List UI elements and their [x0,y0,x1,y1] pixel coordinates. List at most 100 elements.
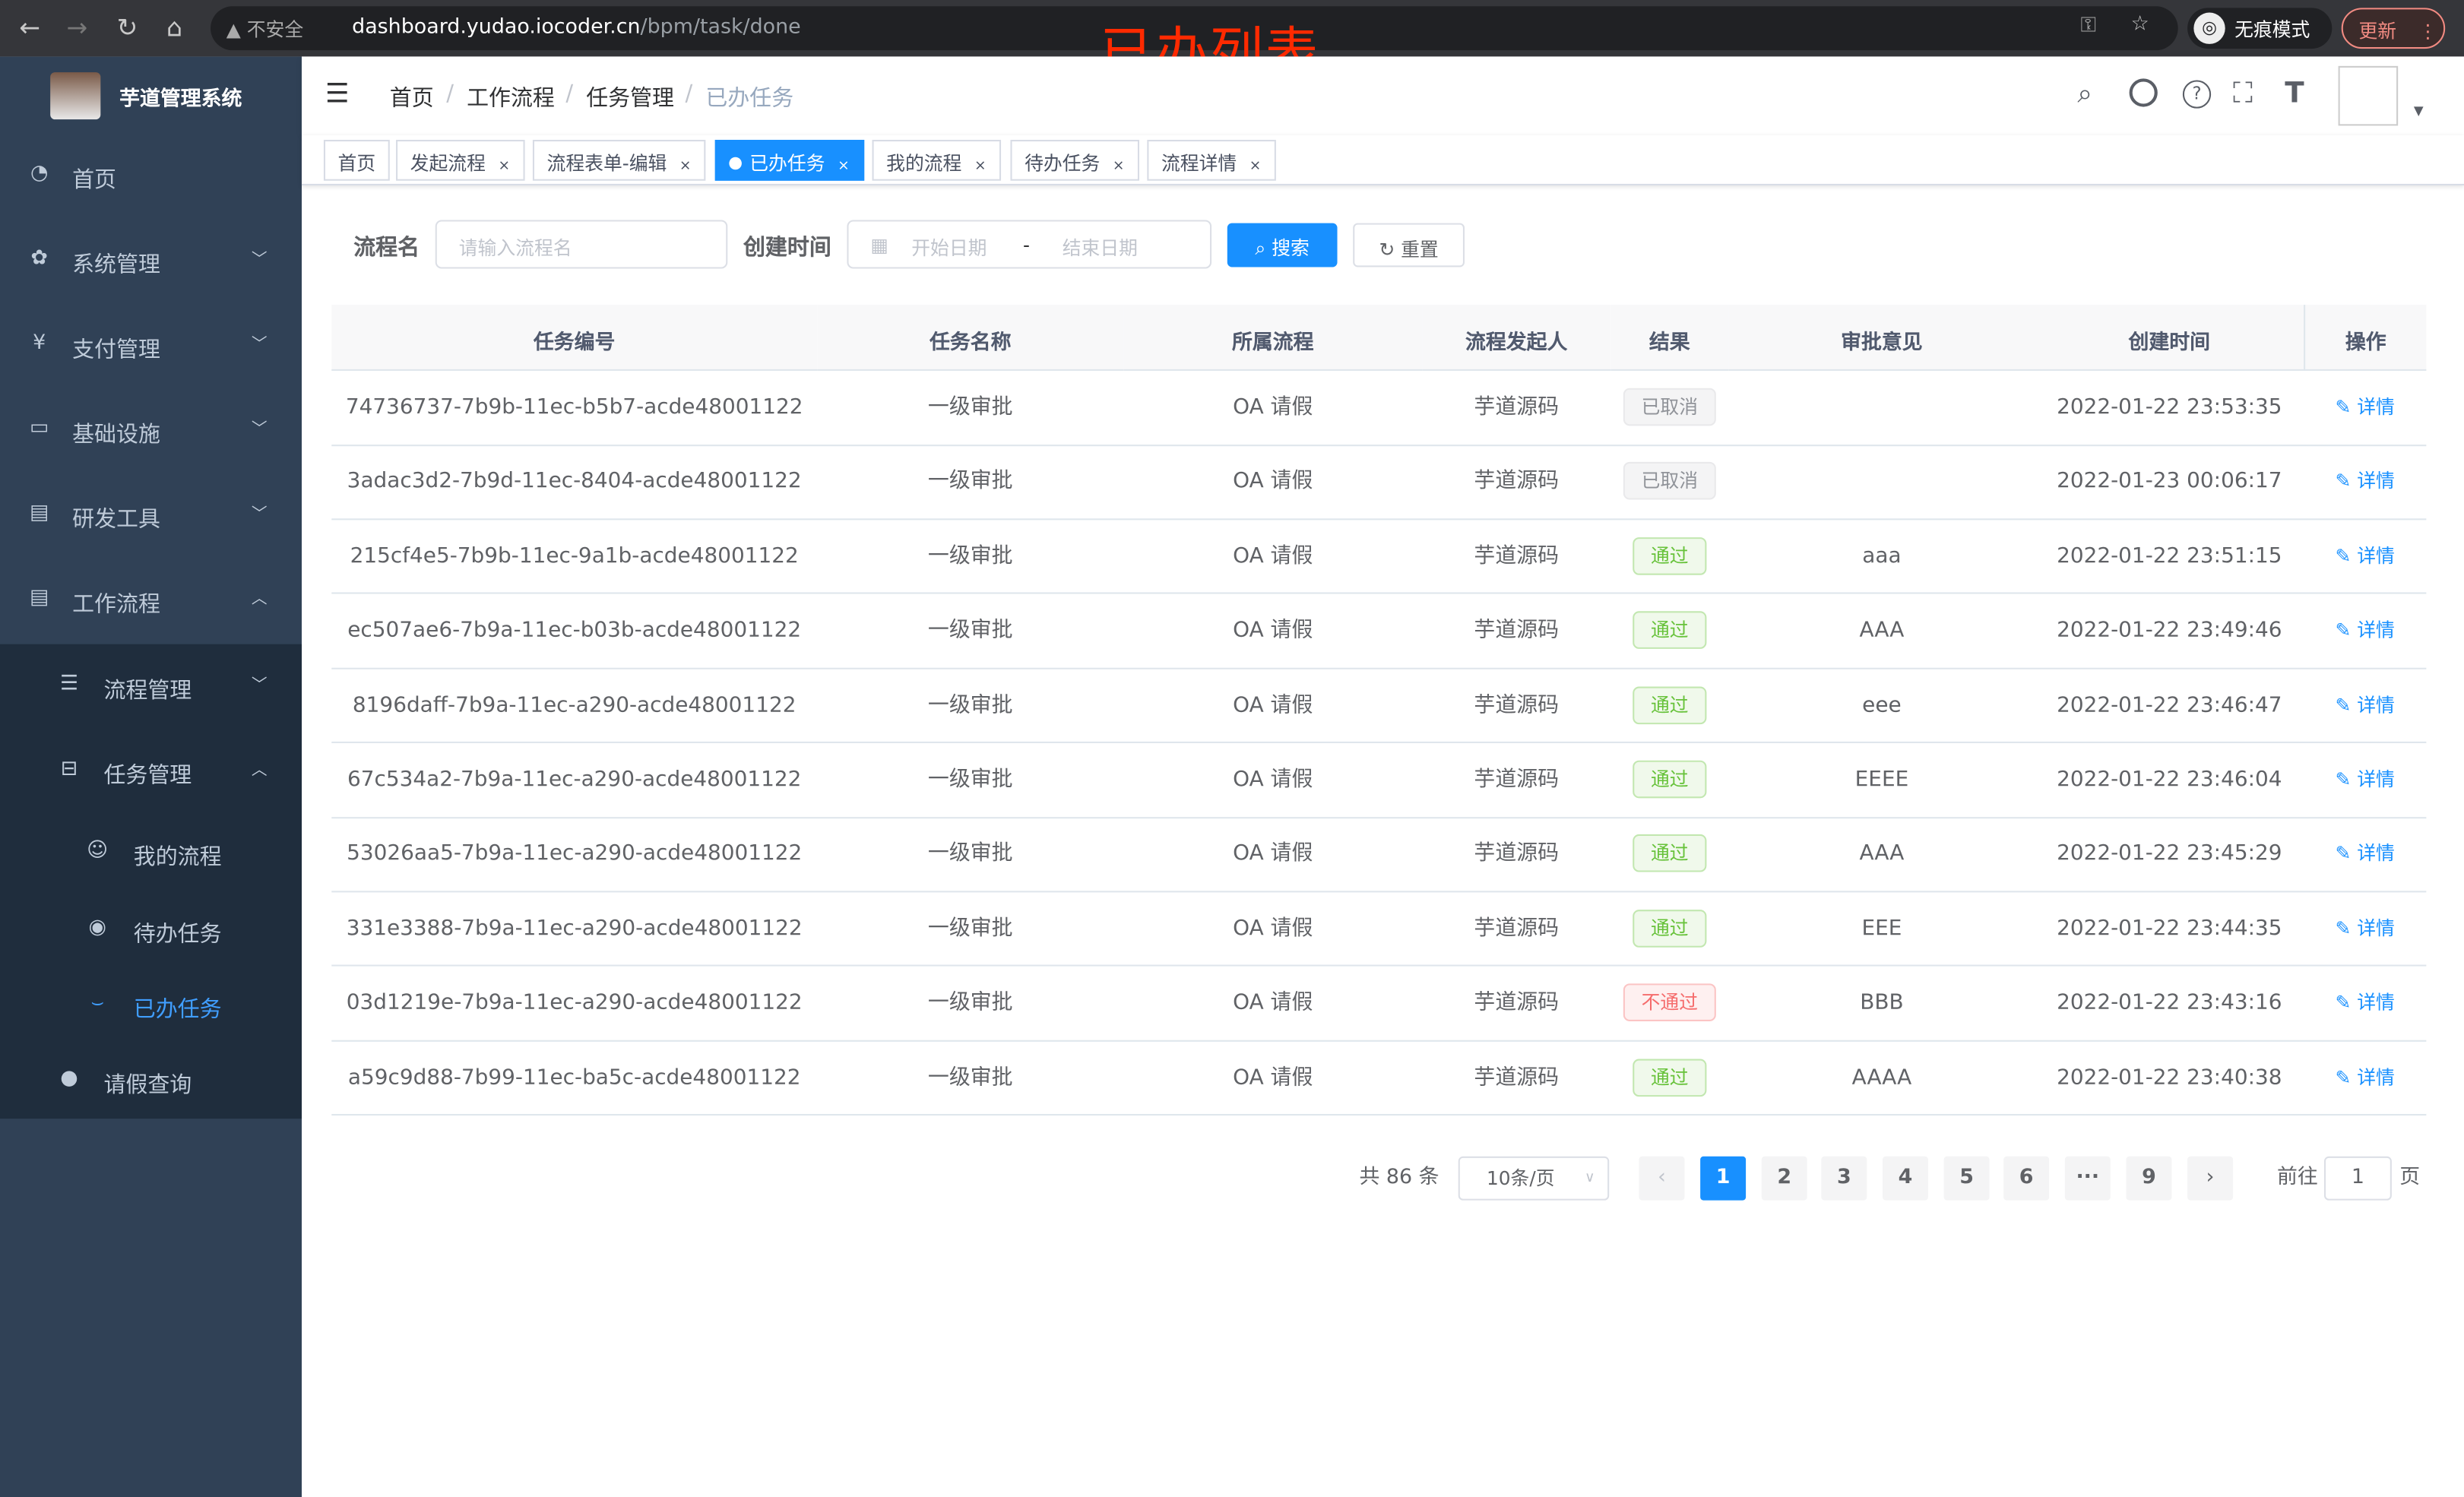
key-icon[interactable]: ⚿ [2080,14,2096,38]
hamburger-icon[interactable]: ☰ [325,78,350,110]
page-button[interactable]: 4 [1882,1156,1928,1201]
detail-link[interactable]: ✎ 详情 [2304,743,2426,817]
reload-icon[interactable]: ↻ [116,12,138,43]
comment: AAA [1859,840,1905,867]
end-date-input[interactable]: 结束日期 [1062,237,1138,260]
detail-link[interactable]: ✎ 详情 [2304,594,2426,668]
task-menu-item-label: 我的流程 [133,845,222,871]
submenu-item-0[interactable]: ☰ 流程管理 ﹀ [0,646,302,731]
task-name: 一级审批 [927,543,1013,569]
comment: AAAA [1851,1064,1912,1090]
goto-page-input[interactable]: 1 [2323,1156,2392,1201]
sidebar-item-5[interactable]: ▤ 工作流程 ︿ [0,559,302,644]
close-icon[interactable]: × [974,158,987,175]
sidebar-item-1[interactable]: ✿ 系统管理 ﹀ [0,220,302,305]
status-badge: 通过 [1633,685,1706,724]
comment: EEE [1861,915,1902,942]
next-page-button[interactable]: › [2187,1156,2234,1201]
caret-down-icon[interactable]: ▼ [2413,103,2424,119]
detail-link[interactable]: ✎ 详情 [2304,371,2426,445]
page-button[interactable]: 5 [1943,1156,1990,1201]
detail-link[interactable]: ✎ 详情 [2304,520,2426,593]
task-menu-item-0[interactable]: ☺ 我的流程 [0,811,302,886]
dashboard-icon: ◔ [30,161,49,185]
result: 通过 [1610,669,1728,742]
incognito-icon: ◎ [2193,12,2225,44]
start-date-input[interactable]: 开始日期 [911,237,987,260]
search-icon[interactable]: ⌕ [2077,78,2093,110]
close-icon[interactable]: × [1112,158,1125,175]
column-header: 流程发起人 [1422,305,1611,371]
page-button[interactable]: 6 [2003,1156,2050,1201]
breadcrumb-item: 工作流程 [467,86,555,112]
create-time: 2022-01-22 23:46:47 [2057,692,2282,718]
process-name: OA 请假 [1233,1064,1313,1090]
sidebar-item-leave[interactable]: ● 请假查询 [0,1040,302,1125]
create-time: 2022-01-22 23:43:16 [2057,989,2282,1016]
task-menu-item-1[interactable]: ◉ 待办任务 [0,888,302,963]
page-button[interactable]: 1 [1700,1156,1747,1201]
close-icon[interactable]: × [838,158,850,175]
back-icon[interactable]: ← [19,12,41,43]
detail-link[interactable]: ✎ 详情 [2304,1041,2426,1115]
avatar[interactable] [2338,65,2399,126]
sidebar-item-4[interactable]: ▤ 研发工具 ﹀ [0,474,302,559]
process-name-input[interactable]: 请输入流程名 [435,220,728,269]
reset-button[interactable]: ↻ 重置 [1353,223,1465,267]
status-badge: 通过 [1633,611,1706,650]
page-button[interactable]: 3 [1821,1156,1867,1201]
more-icon[interactable]: ⋮ [2418,20,2437,43]
page-button[interactable]: 9 [2126,1156,2172,1201]
table-row: 331e3388-7b9a-11ec-a290-acde48001122 一级审批… [331,892,2427,967]
table-row: ec507ae6-7b9a-11ec-b03b-acde48001122 一级审批… [331,594,2427,669]
update-button[interactable]: 更新 ⋮ [2341,8,2446,49]
sidebar-item-3[interactable]: ▭ 基础设施 ﹀ [0,390,302,475]
more-pages-button[interactable]: ··· [2064,1156,2111,1201]
close-icon[interactable]: × [679,158,692,175]
update-label: 更新 [2358,20,2397,43]
star-icon[interactable]: ☆ [2130,12,2149,36]
incognito-badge[interactable]: ◎ 无痕模式 [2187,8,2333,49]
detail-link[interactable]: ✎ 详情 [2304,445,2426,519]
page-button[interactable]: 2 [1761,1156,1807,1201]
task-menu-item-2[interactable]: ⌣ 已办任务 [0,963,302,1038]
tag-3[interactable]: 已办任务 × [714,140,864,181]
forward-icon[interactable]: → [66,12,88,43]
detail-link[interactable]: ✎ 详情 [2304,818,2426,891]
date-range-picker[interactable]: ▦ 开始日期 - 结束日期 [847,220,1212,269]
tag-1[interactable]: 发起流程 × [396,140,524,181]
help-icon[interactable]: ? [2182,80,2212,109]
comment: eee [1862,692,1902,718]
fullscreen-icon[interactable]: ⛶ [2233,77,2253,110]
github-icon[interactable] [2129,78,2158,107]
tag-6[interactable]: 流程详情 × [1147,140,1275,181]
tag-5[interactable]: 待办任务 × [1010,140,1139,181]
address-bar[interactable]: ▲ 不安全 dashboard.yudao.iocoder.cn/bpm/tas… [211,6,2178,51]
initiator: 芋道源码 [1474,766,1560,793]
detail-link[interactable]: ✎ 详情 [2304,892,2426,966]
tag-4[interactable]: 我的流程 × [872,140,1001,181]
tag-2[interactable]: 流程表单-编辑 × [532,140,706,181]
prev-page-button[interactable]: ‹ [1639,1156,1685,1201]
table-row: 74736737-7b9b-11ec-b5b7-acde48001122 一级审批… [331,371,2427,446]
toolbox-icon: ▤ [29,586,49,610]
sidebar-item-2[interactable]: ¥ 支付管理 ﹀ [0,305,302,390]
detail-link[interactable]: ✎ 详情 [2304,669,2426,742]
initiator: 芋道源码 [1474,617,1560,644]
security-warning: ▲ 不安全 [226,18,304,41]
task-name: 一级审批 [927,468,1013,495]
page-size-select[interactable]: 10条/页 ∨ [1458,1156,1610,1201]
detail-link[interactable]: ✎ 详情 [2304,967,2426,1040]
sidebar-item-0[interactable]: ◔ 首页 [0,135,302,220]
tag-0[interactable]: 首页 [323,140,390,181]
result: 通过 [1610,818,1728,891]
search-button[interactable]: ⌕ 搜索 [1227,223,1338,267]
submenu-item-1[interactable]: ⊟ 任务管理 ︿ [0,730,302,815]
close-icon[interactable]: × [498,158,511,175]
font-size-icon[interactable]: T [2285,77,2304,110]
close-icon[interactable]: × [1249,158,1262,175]
table-row: 215cf4e5-7b9b-11ec-9a1b-acde48001122 一级审批… [331,520,2427,595]
range-separator: - [1023,234,1030,257]
detail-label: 详情 [2357,470,2395,492]
home-icon[interactable]: ⌂ [166,12,183,43]
